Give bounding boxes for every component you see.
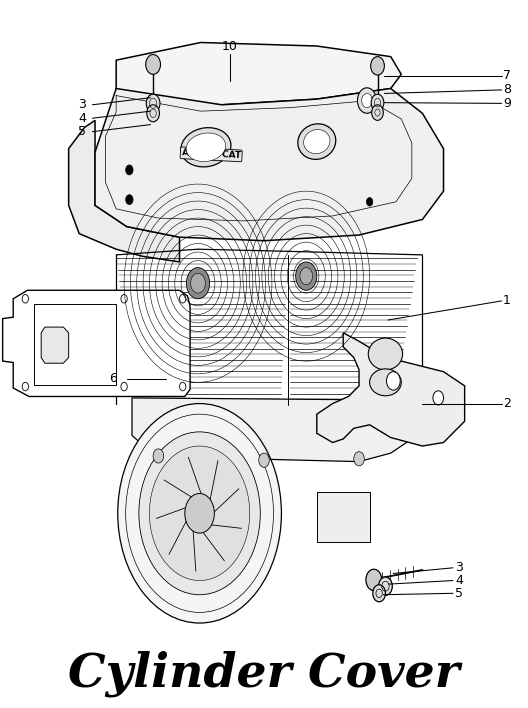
Circle shape [186, 268, 210, 299]
Polygon shape [132, 398, 412, 462]
Text: 7: 7 [503, 69, 511, 82]
Ellipse shape [181, 127, 231, 167]
Circle shape [379, 577, 392, 595]
Circle shape [362, 93, 372, 108]
Text: Cylinder Cover: Cylinder Cover [68, 651, 460, 697]
Text: ARCTIC CAT: ARCTIC CAT [182, 148, 241, 161]
Circle shape [146, 55, 161, 74]
Text: 4: 4 [456, 574, 463, 587]
Ellipse shape [298, 124, 336, 159]
Polygon shape [317, 333, 465, 446]
Ellipse shape [304, 130, 330, 154]
Circle shape [149, 446, 250, 581]
Polygon shape [116, 42, 401, 105]
Circle shape [354, 452, 364, 466]
Polygon shape [3, 290, 190, 396]
Text: 3: 3 [456, 561, 463, 574]
Bar [34, 304, 116, 385]
Circle shape [300, 268, 313, 285]
Circle shape [139, 432, 260, 595]
Circle shape [191, 273, 205, 293]
Text: 1: 1 [503, 295, 511, 307]
Ellipse shape [370, 369, 401, 396]
Circle shape [259, 453, 269, 467]
Circle shape [366, 569, 382, 590]
Circle shape [372, 105, 383, 120]
Circle shape [146, 94, 160, 113]
Text: 5: 5 [78, 125, 86, 138]
Text: 9: 9 [503, 97, 511, 110]
Circle shape [185, 493, 214, 533]
Text: 2: 2 [503, 397, 511, 410]
Ellipse shape [186, 133, 225, 161]
Circle shape [371, 94, 384, 111]
Circle shape [371, 57, 384, 75]
Circle shape [373, 585, 385, 602]
Text: 6: 6 [110, 372, 117, 385]
Circle shape [153, 449, 164, 463]
Circle shape [357, 88, 376, 113]
Polygon shape [41, 327, 69, 363]
Text: 4: 4 [78, 112, 86, 125]
Text: 10: 10 [222, 40, 238, 52]
Circle shape [386, 372, 400, 390]
Text: 8: 8 [503, 84, 511, 96]
Circle shape [126, 165, 133, 175]
Bar [317, 492, 370, 542]
Text: 3: 3 [78, 98, 86, 111]
Circle shape [296, 262, 317, 290]
Circle shape [147, 105, 159, 122]
Polygon shape [69, 120, 180, 262]
Ellipse shape [369, 338, 403, 370]
Text: 5: 5 [455, 587, 464, 600]
Polygon shape [95, 88, 444, 241]
Circle shape [118, 404, 281, 623]
Circle shape [366, 198, 373, 206]
Circle shape [433, 391, 444, 405]
Circle shape [126, 195, 133, 205]
